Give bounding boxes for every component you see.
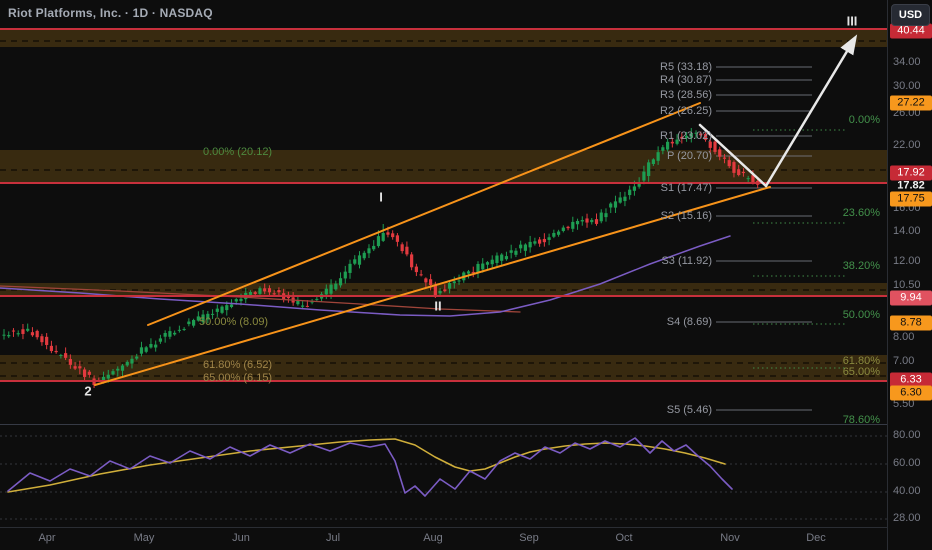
fib-retracement-label: 0.00% (20.12) <box>203 146 273 158</box>
time-axis-label: Dec <box>806 532 826 544</box>
price-badge[interactable]: 17.75 <box>890 191 932 207</box>
elliott-wave-label: 2 <box>84 383 92 399</box>
elliott-wave-label: II <box>434 298 442 314</box>
pivot-level-label: S2 (15.16) <box>660 210 712 222</box>
price-axis[interactable]: USD 34.00 30.00 26.00 22.00 16.00 14.00 12.00 1… <box>887 0 932 550</box>
time-axis-label: Jul <box>325 532 341 544</box>
fib-retracement-label: 50.00% <box>842 309 880 321</box>
fib-retracement-label: 65.00% (6.15) <box>203 372 273 384</box>
pivot-level-label: S1 (17.47) <box>660 182 712 194</box>
time-axis-label: Apr <box>38 532 56 544</box>
time-axis-label: May <box>133 532 155 544</box>
time-axis-label: Jun <box>232 532 250 544</box>
pivot-level-label: R2 (26.25) <box>660 105 712 117</box>
price-pane[interactable]: Riot Platforms, Inc. · 1D · NASDAQ R5 (3… <box>0 0 887 424</box>
fib-retracement-label: 38.20% <box>842 260 880 272</box>
price-tick-label: 7.00 <box>893 355 915 367</box>
price-badge[interactable]: 17.92 <box>890 165 932 181</box>
price-badge[interactable]: 40.44 <box>890 23 932 39</box>
elliott-wave-label: III <box>846 13 858 29</box>
indicator-tick-label: 60.00 <box>893 457 921 469</box>
pivot-level-label: S5 (5.46) <box>666 404 712 416</box>
fib-retracement-label: 61.80% <box>842 355 880 367</box>
indicator-pane[interactable] <box>0 424 887 528</box>
price-badge[interactable]: 17.82 <box>897 179 925 192</box>
price-badge[interactable]: 9.94 <box>890 290 932 306</box>
pivot-level-label: R4 (30.87) <box>660 74 712 86</box>
pivot-level-label: S3 (11.92) <box>661 255 712 267</box>
indicator-tick-label: 40.00 <box>893 485 921 497</box>
price-tick-label: 10.50 <box>893 279 921 291</box>
price-badge[interactable]: 27.22 <box>890 95 932 111</box>
price-tick-label: 8.00 <box>893 331 915 343</box>
fib-retracement-label: 0.00% <box>848 114 880 126</box>
time-axis-label: Oct <box>615 532 633 544</box>
indicator-canvas[interactable] <box>0 425 887 528</box>
time-axis[interactable]: Apr May Jun Jul Aug Sep Oct Nov Dec <box>0 527 887 550</box>
price-badge[interactable]: 8.78 <box>890 315 932 331</box>
price-badge[interactable]: 6.33 <box>890 372 932 388</box>
fib-retracement-label: 78.60% <box>842 414 880 424</box>
symbol-title[interactable]: Riot Platforms, Inc. · 1D · NASDAQ <box>8 6 213 20</box>
price-tick-label: 5.50 <box>893 398 915 410</box>
price-chart-canvas[interactable] <box>0 0 887 424</box>
fib-retracement-label: 65.00% <box>842 366 880 378</box>
price-badge[interactable]: 6.30 <box>890 385 932 401</box>
indicator-tick-label: 28.00 <box>893 512 921 524</box>
time-axis-label: Aug <box>423 532 443 544</box>
pivot-level-label: P (20.70) <box>666 150 712 162</box>
price-tick-label: 34.00 <box>893 56 921 68</box>
time-axis-label: Nov <box>720 532 740 544</box>
price-tick-label: 12.00 <box>893 255 921 267</box>
indicator-tick-label: 80.00 <box>893 429 921 441</box>
fib-retracement-label: 61.80% (6.52) <box>203 359 273 371</box>
pivot-level-label: S4 (8.69) <box>666 316 712 328</box>
pivot-level-label: R5 (33.18) <box>660 61 712 73</box>
elliott-wave-label: I <box>379 189 383 205</box>
fib-retracement-label: 23.60% <box>842 207 880 219</box>
fib-retracement-label: 50.00% (8.09) <box>199 316 269 328</box>
time-axis-label: Sep <box>519 532 539 544</box>
price-tick-label: 14.00 <box>893 225 921 237</box>
pivot-level-label: R1 (23.02) <box>660 130 712 142</box>
price-tick-label: 22.00 <box>893 139 921 151</box>
currency-toggle-button[interactable]: USD <box>891 4 930 26</box>
pivot-level-label: R3 (28.56) <box>660 89 712 101</box>
price-tick-label: 30.00 <box>893 80 921 92</box>
